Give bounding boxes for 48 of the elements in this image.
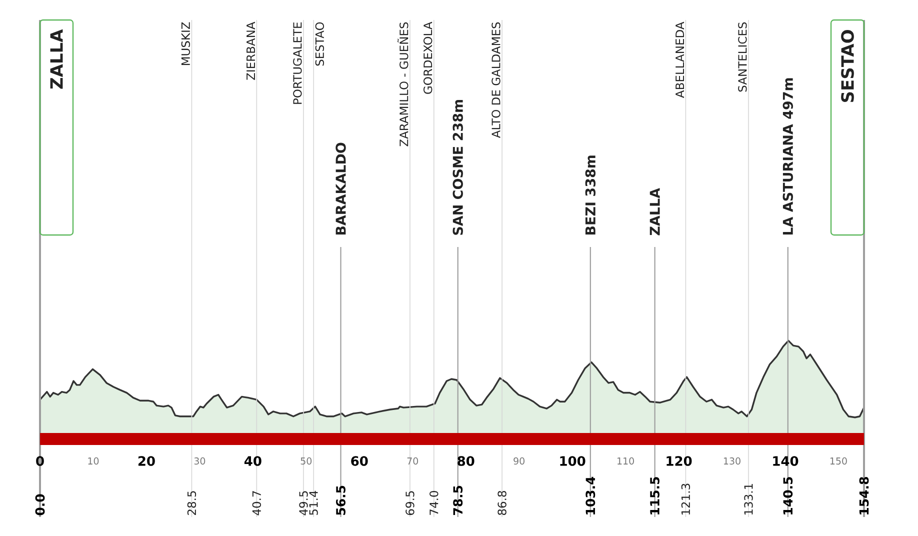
- ref-line-label: ZALLA: [650, 188, 660, 236]
- ref-line-label: LA ASTURIANA 497m: [782, 78, 793, 235]
- ref-line-label: ABELLANEDA: [676, 22, 684, 98]
- x2-tick-label: 51.4: [309, 490, 318, 515]
- ref-line-label: SESTAO: [841, 30, 854, 102]
- x-tick-label: 150: [830, 457, 847, 465]
- x-tick-label: 130: [724, 457, 740, 465]
- x-tick-label: 20: [138, 456, 155, 466]
- x2-tick-label: 74.0: [430, 490, 438, 515]
- x2-tick-label: 121.3: [681, 484, 690, 515]
- ref-line-label: SESTAO: [315, 22, 324, 66]
- x-tick-label: 100: [560, 456, 586, 466]
- x-tick-label: 60: [351, 456, 368, 466]
- x-tick-label: 0: [36, 456, 44, 466]
- ref-line-label: ZALLA: [50, 29, 63, 89]
- ref-line-label: MUSKIZ: [181, 22, 190, 66]
- x2-tick-label: 154.8: [859, 477, 869, 514]
- x-tick-label: 50: [300, 457, 312, 465]
- x2-tick-label: 103.4: [586, 476, 596, 514]
- x2-tick-label: 69.5: [406, 491, 414, 515]
- x-tick-label: 140: [773, 456, 798, 466]
- ref-line-label: PORTUGALETE: [293, 22, 302, 104]
- x-tick-label: 80: [458, 456, 474, 466]
- x-tick-label: 90: [514, 457, 524, 465]
- ref-line-label: GORDEXOLA: [424, 22, 432, 94]
- ref-line-label: BEZI 338m: [585, 156, 596, 235]
- ref-line-label: SAN COSME 238m: [452, 100, 463, 235]
- x2-tick-label: 0.0: [35, 494, 45, 516]
- x2-tick-label: 140.5: [783, 477, 793, 514]
- x2-tick-label: 86.8: [498, 490, 506, 516]
- x-tick-label: 110: [618, 457, 634, 465]
- x2-tick-label: 78.5: [453, 486, 463, 515]
- x-tick-label: 120: [666, 456, 692, 466]
- x2-tick-label: 49.5: [299, 491, 308, 516]
- ref-line-label: ZARAMILLO - GUEÑES: [397, 22, 408, 146]
- x2-tick-label: 28.5: [187, 491, 196, 515]
- x2-tick-label: 56.5: [336, 486, 346, 515]
- x-tick-label: 10: [88, 457, 99, 465]
- x2-tick-label: 115.5: [650, 477, 660, 514]
- x2-tick-label: 40.7: [252, 491, 261, 516]
- ref-line-label: BARAKALDO: [336, 142, 346, 235]
- ref-line-label: ZIERBANA: [246, 22, 255, 80]
- ref-line-label: SANTELICES: [738, 22, 747, 92]
- x-tick-label: 70: [407, 457, 418, 465]
- x-tick-label: 30: [194, 457, 206, 465]
- x2-tick-label: 133.1: [744, 484, 753, 515]
- x-tick-label: 40: [244, 456, 262, 466]
- ref-line-label: ALTO DE GALDAMES: [492, 22, 500, 138]
